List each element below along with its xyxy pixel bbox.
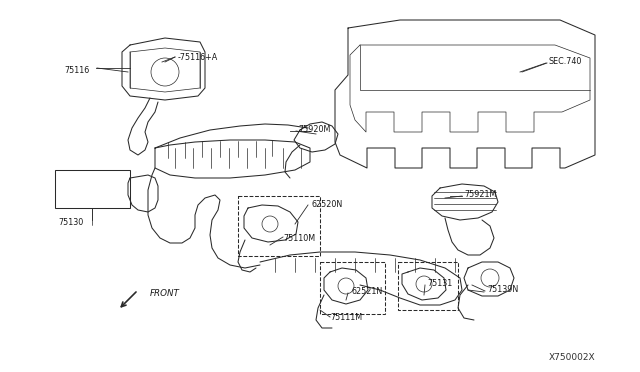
Text: SEC.740: SEC.740	[549, 57, 582, 65]
Text: 62520N: 62520N	[312, 199, 343, 208]
Text: 75920M: 75920M	[298, 125, 330, 134]
Text: X750002X: X750002X	[548, 353, 595, 362]
Text: FRONT: FRONT	[150, 289, 180, 298]
Text: -75116+A: -75116+A	[178, 52, 218, 61]
Bar	[398, 262, 458, 310]
Bar	[55, 170, 130, 208]
Text: 75130: 75130	[58, 218, 83, 227]
Text: 62521N: 62521N	[352, 286, 383, 295]
Bar	[238, 196, 320, 256]
Text: 75921M: 75921M	[464, 189, 497, 199]
Bar	[320, 262, 385, 314]
Text: 75110M: 75110M	[283, 234, 315, 243]
Text: 75139N: 75139N	[487, 285, 518, 294]
Text: 75116: 75116	[65, 65, 90, 74]
Text: 75131: 75131	[427, 279, 452, 288]
Text: 75111M: 75111M	[330, 314, 362, 323]
